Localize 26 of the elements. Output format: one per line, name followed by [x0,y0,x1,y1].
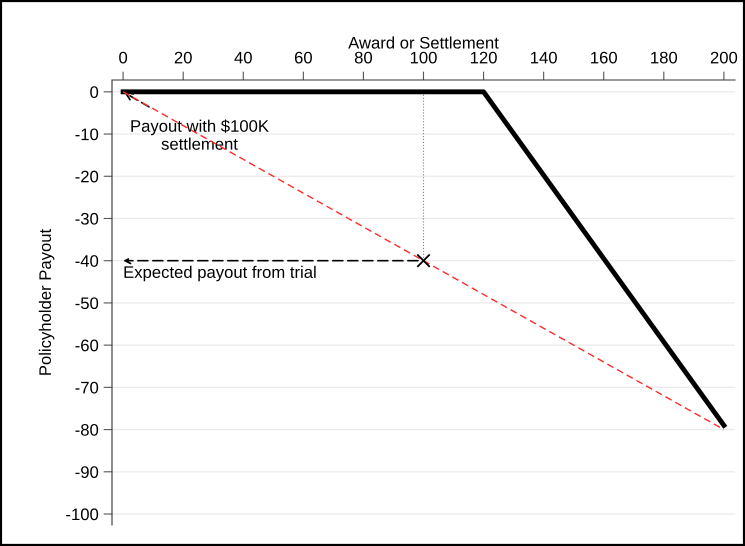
y-tick-label: -60 [75,340,98,352]
y-tick-label: -100 [66,508,98,520]
x-tick-label: 20 [174,52,192,64]
x-tick-label: 60 [294,52,312,64]
x-tick-label: 160 [591,52,617,64]
y-tick-label: -20 [75,170,98,182]
y-tick-label: 0 [90,86,98,98]
y-tick-label: -50 [75,297,98,310]
annotation: Expected payout from trial [124,266,316,282]
annotation: Payout with $100K settlement [131,119,269,150]
y-tick-label: -80 [75,424,98,436]
x-tick-label: 0 [119,52,128,64]
y-tick-label: -30 [75,212,98,225]
x-axis-title: Award or Settlement [348,36,499,49]
x-tick-label: 180 [651,52,678,64]
x-tick-label: 120 [470,52,497,64]
x-tick-label: 200 [710,52,738,64]
y-tick-label: -90 [75,466,98,478]
y-tick-label: -70 [75,382,98,394]
x-tick-label: 40 [234,52,252,64]
y-tick-label: -10 [75,128,98,140]
x-tick-label: 140 [531,52,557,64]
x-tick-label: 100 [410,52,437,64]
y-tick-label: -40 [75,255,98,267]
x-tick-label: 80 [354,52,372,64]
y-axis-title: Policyholder Payout [38,228,54,375]
